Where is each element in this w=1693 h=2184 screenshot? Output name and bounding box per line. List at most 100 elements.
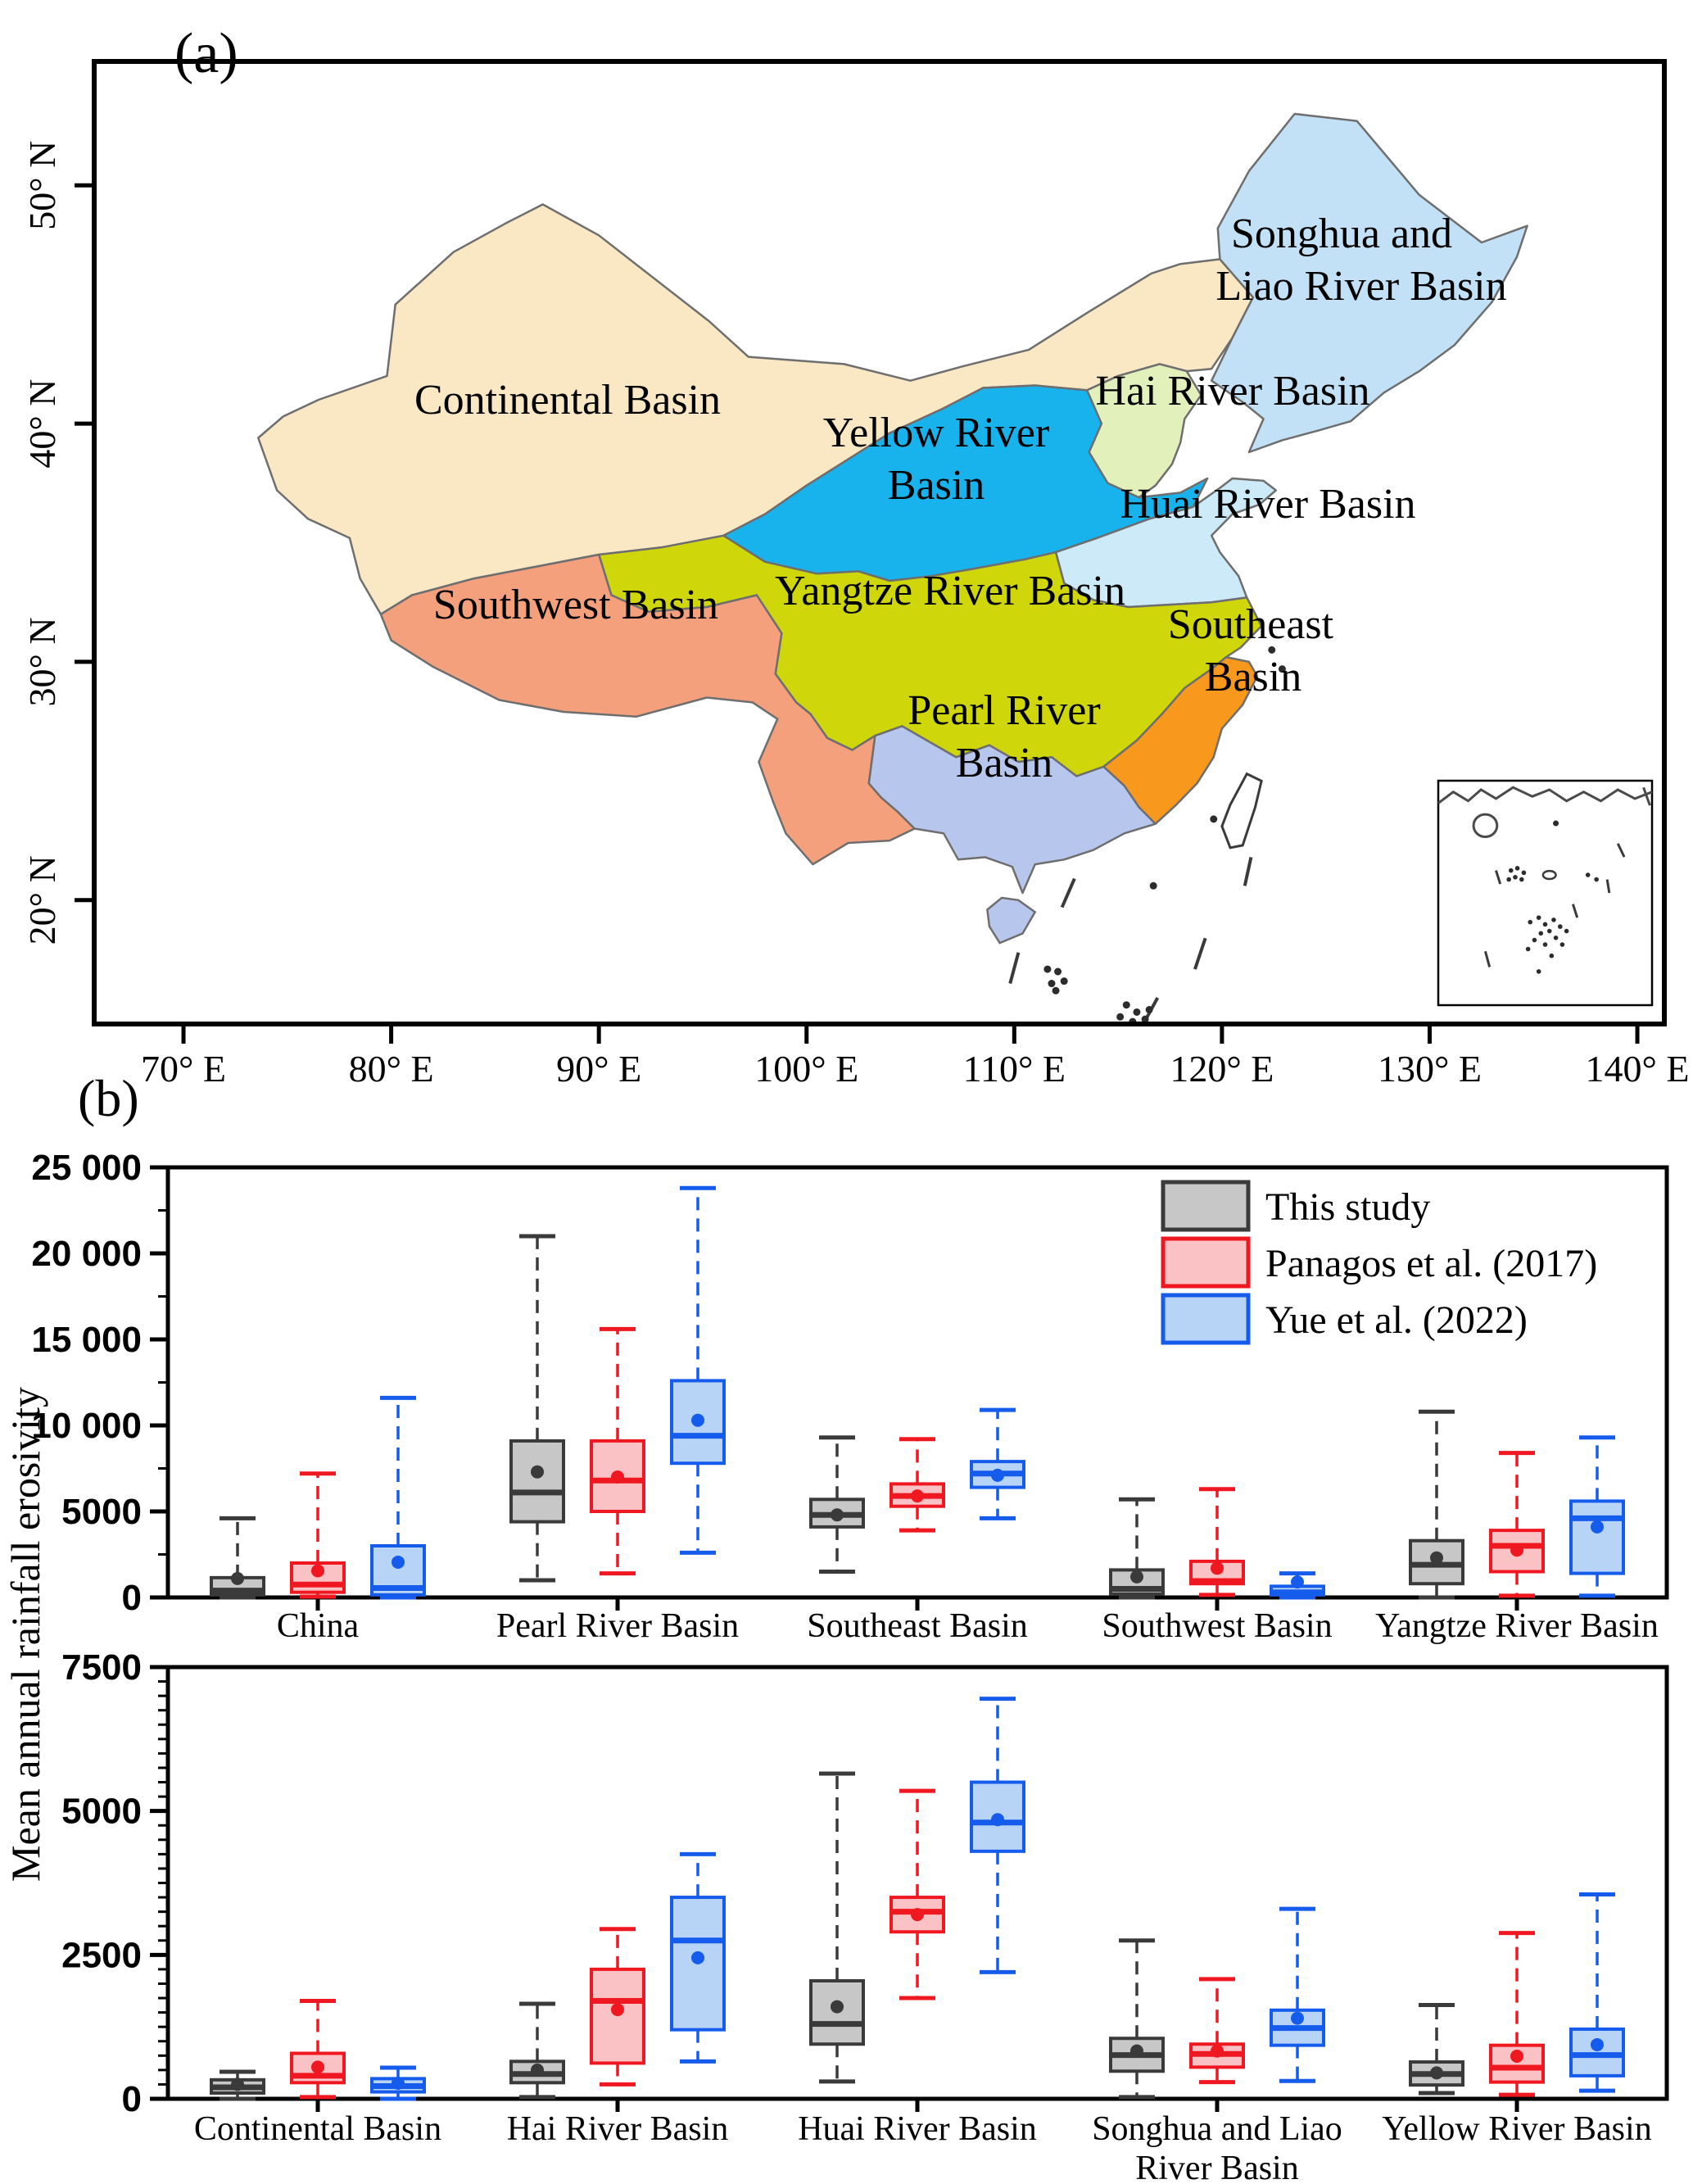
y-tick-label: 5000	[61, 1492, 142, 1532]
map-islands-inset	[1008, 646, 1654, 1026]
box-huai-river-basin-s2	[970, 1697, 1025, 1974]
island-dot	[1145, 1006, 1153, 1014]
island-dot	[1268, 646, 1276, 654]
mean-dot	[611, 2003, 624, 2017]
y-tick-label: 0	[122, 1578, 142, 1618]
y-tick-label: 2500	[61, 1935, 142, 1975]
y-tick-label: 20 000	[31, 1234, 142, 1274]
mean-dot	[231, 1571, 244, 1585]
mean-dot	[1291, 2011, 1304, 2025]
category-label: Pearl River Basin	[496, 1607, 739, 1645]
mean-dot	[392, 1555, 405, 1569]
box-yangtze-river-basin-s2	[1569, 1435, 1625, 1598]
mean-dot	[231, 2078, 244, 2091]
inset-dash	[1572, 904, 1579, 918]
island-taiwan-outline	[1220, 772, 1263, 850]
inset-frame	[1437, 779, 1654, 1007]
chart-frame	[165, 1665, 1669, 2101]
map-x-tick-label: 130° E	[1378, 1048, 1482, 1090]
legend-label-yue: Yue et al. (2022)	[1265, 1298, 1528, 1342]
mean-dot	[831, 2000, 844, 2014]
box-yellow-river-basin-s1	[1489, 1931, 1545, 2097]
mean-dot	[1430, 2066, 1443, 2080]
island-dot	[1054, 967, 1062, 976]
mean-dot	[611, 1470, 624, 1484]
chart-frame	[165, 1165, 1669, 1600]
map-y-tick-label: 40° N	[21, 379, 63, 469]
inset-dash	[1616, 843, 1626, 858]
basin-label-songhua-line2: Liao River Basin	[1215, 263, 1506, 310]
basin-label-songhua-line1: Songhua and	[1231, 211, 1452, 257]
legend-swatch-panagos	[1161, 1236, 1251, 1289]
iqr-box	[509, 1439, 565, 1524]
panel-a-label: (a)	[174, 22, 238, 85]
inset-island-dot	[1536, 915, 1541, 920]
inset-island-dot	[1559, 942, 1565, 947]
category-label: Southwest Basin	[1102, 1607, 1332, 1645]
category-label: China	[277, 1607, 360, 1645]
inset-island-dot	[1508, 868, 1514, 873]
legend-label-panagos: Panagos et al. (2017)	[1265, 1242, 1597, 1285]
box-songhua-and-liao-river-basin-s2	[1270, 1906, 1325, 2083]
box-continental-basin-s2	[370, 2065, 426, 2101]
y-tick-label: 15 000	[31, 1320, 142, 1360]
box-yangtze-river-basin-s1	[1489, 1451, 1545, 1598]
box-yellow-river-basin-s2	[1569, 1892, 1625, 2093]
sea-dash	[1243, 856, 1253, 886]
mean-dot	[911, 1908, 924, 1922]
map-x-tick-label: 90° E	[556, 1048, 641, 1090]
inset-island-dot	[1557, 924, 1563, 929]
mean-dot	[1430, 1551, 1443, 1565]
island-dot	[1052, 986, 1060, 995]
mean-dot	[1130, 1570, 1143, 1584]
island-dot	[1048, 980, 1056, 988]
boxplot-bottom: 0 2500 5000 7500 Continental Basin Hai River …	[61, 1647, 1669, 2184]
inset-dash	[1495, 870, 1502, 885]
sea-dash	[1060, 877, 1076, 908]
island-hainan	[986, 896, 1037, 945]
iqr-box	[590, 1967, 645, 2065]
iqr-box	[590, 1439, 645, 1514]
mean-dot	[831, 1508, 844, 1522]
map-frame	[92, 59, 1667, 1026]
box-hai-river-basin-s0	[509, 2001, 565, 2100]
mean-dot	[691, 1951, 704, 1964]
box-yellow-river-basin-s0	[1409, 2002, 1464, 2096]
y-axis-title: Mean annual rainfall erosivity	[2, 1387, 48, 1882]
boxplot-panel: (b) Mean annual rainfall erosivity 0 5000…	[2, 1069, 1669, 2184]
basin-label-yangtze: Yangtze River Basin	[775, 568, 1125, 614]
island-dot	[1116, 1013, 1125, 1021]
inset-island-dot	[1514, 866, 1520, 871]
box-china-s0	[210, 1516, 265, 1600]
y-tick-label: 5000	[61, 1792, 142, 1832]
map-basin-shapes	[257, 112, 1528, 945]
box-southwest-basin-s2	[1270, 1571, 1325, 1600]
mean-dot	[531, 1465, 544, 1479]
box-southwest-basin-s0	[1109, 1497, 1165, 1600]
basin-label-yellow-line2: Basin	[888, 462, 985, 509]
mean-dot	[1510, 1543, 1523, 1557]
inset-coastline	[1437, 786, 1653, 804]
map-y-tick-label: 30° N	[21, 617, 63, 706]
inset-island-dot	[1551, 918, 1556, 922]
mean-dot	[1211, 2044, 1224, 2058]
basin-label-continental: Continental Basin	[414, 377, 721, 424]
mean-dot	[991, 1468, 1004, 1482]
map-x-tick-label: 80° E	[349, 1048, 434, 1090]
basin-label-pearl-line1: Pearl River	[908, 687, 1100, 734]
iqr-box	[1569, 1499, 1625, 1575]
basin-label-southwest: Southwest Basin	[433, 582, 718, 628]
y-tick-label: 25 000	[31, 1148, 142, 1188]
inset-island-dot	[1519, 877, 1524, 882]
inset-island-dot	[1542, 922, 1548, 927]
box-southeast-basin-s0	[809, 1435, 865, 1574]
island-dot	[1133, 1008, 1141, 1016]
mean-dot	[392, 2077, 405, 2091]
mean-dot	[691, 1413, 704, 1427]
inset-island-dot	[1525, 946, 1531, 952]
box-pearl-river-basin-s2	[670, 1185, 726, 1555]
panel-b-label: (b)	[78, 1069, 139, 1127]
island-dot	[1141, 1015, 1149, 1023]
